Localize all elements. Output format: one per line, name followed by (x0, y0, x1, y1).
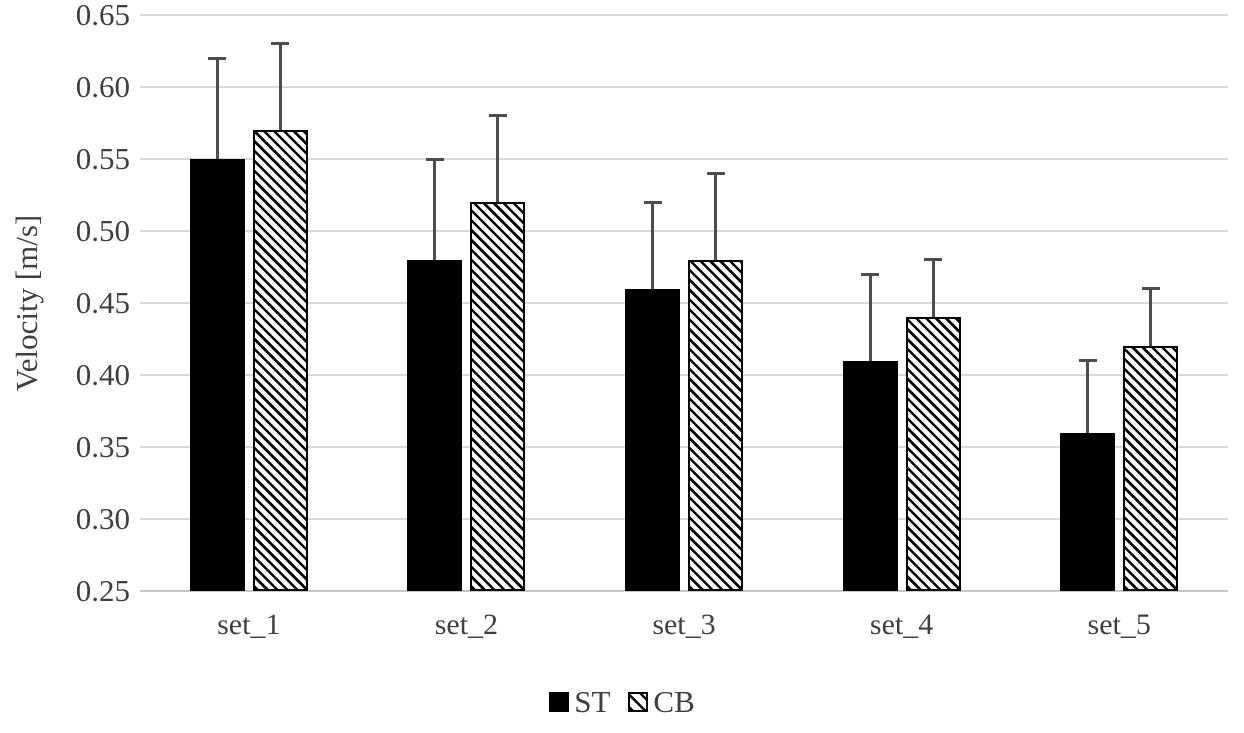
legend-label-st: ST (574, 684, 611, 719)
y-axis-tick-label: 0.25 (75, 573, 130, 608)
error-bar-cb-set_1 (278, 43, 282, 131)
x-axis-label-set_1: set_1 (217, 608, 281, 641)
error-bar-st-set_3 (651, 202, 654, 289)
y-gridline (140, 446, 1228, 448)
legend-item-cb: CB (628, 684, 695, 720)
error-bar-st-set_1 (215, 58, 219, 159)
x-axis-label-set_5: set_5 (1087, 608, 1151, 641)
error-bar-st-set_5 (1086, 360, 1090, 433)
y-gridline (140, 158, 1228, 160)
error-bar-cb-set_2 (496, 115, 500, 203)
error-bar-cb-set_5 (1149, 288, 1153, 347)
y-axis-tick-label: 0.60 (75, 69, 130, 104)
y-axis-tick-label: 0.35 (75, 429, 130, 464)
error-bar-cap-st-set_5 (1078, 359, 1097, 363)
y-gridline (140, 374, 1228, 376)
bar-st-set_4 (842, 360, 898, 591)
bar-st-set_3 (625, 288, 680, 591)
error-bar-cap-cb-set_4 (924, 258, 943, 262)
error-bar-cap-cb-set_3 (706, 171, 725, 175)
x-axis-label-set_4: set_4 (869, 608, 934, 641)
y-axis-tick-label: 0.55 (75, 141, 130, 176)
y-gridline (140, 230, 1228, 232)
error-bar-cb-set_4 (931, 259, 935, 318)
y-axis-tick-label: 0.45 (75, 285, 130, 320)
bar-cb-set_5 (1123, 346, 1179, 591)
legend: ST CB (0, 684, 1244, 720)
bar-st-set_1 (189, 159, 245, 591)
error-bar-cap-st-set_4 (861, 272, 880, 276)
error-bar-cap-st-set_1 (208, 56, 227, 60)
legend-swatch-st (549, 692, 570, 712)
x-axis-label-set_2: set_2 (434, 608, 499, 641)
error-bar-cap-st-set_2 (425, 157, 444, 161)
y-gridline (140, 86, 1228, 88)
x-axis-label-set_3: set_3 (652, 608, 716, 641)
bar-st-set_5 (1060, 432, 1116, 591)
y-gridline (140, 302, 1228, 304)
bar-st-set_2 (407, 259, 463, 591)
y-axis-tick-label: 0.50 (75, 213, 130, 248)
error-bar-st-set_4 (868, 274, 872, 361)
y-axis-tick-label: 0.65 (75, 0, 130, 32)
legend-label-cb: CB (653, 684, 695, 719)
error-bar-st-set_2 (433, 159, 437, 260)
bar-cb-set_3 (688, 259, 743, 591)
legend-item-st: ST (549, 684, 610, 720)
error-bar-cap-st-set_3 (643, 200, 662, 204)
y-axis-tick-label: 0.30 (75, 501, 130, 536)
bar-cb-set_2 (470, 202, 526, 591)
legend-swatch-cb (628, 692, 649, 712)
error-bar-cap-cb-set_1 (271, 42, 290, 46)
x-axis-line (140, 590, 1228, 592)
error-bar-cap-cb-set_2 (488, 114, 507, 118)
y-axis-tick-label: 0.40 (75, 357, 130, 392)
error-bar-cap-cb-set_5 (1141, 287, 1160, 291)
bar-cb-set_4 (905, 317, 961, 591)
bar-cb-set_1 (252, 130, 308, 591)
y-gridline (140, 14, 1228, 16)
error-bar-cb-set_3 (714, 173, 717, 260)
y-gridline (140, 518, 1228, 520)
